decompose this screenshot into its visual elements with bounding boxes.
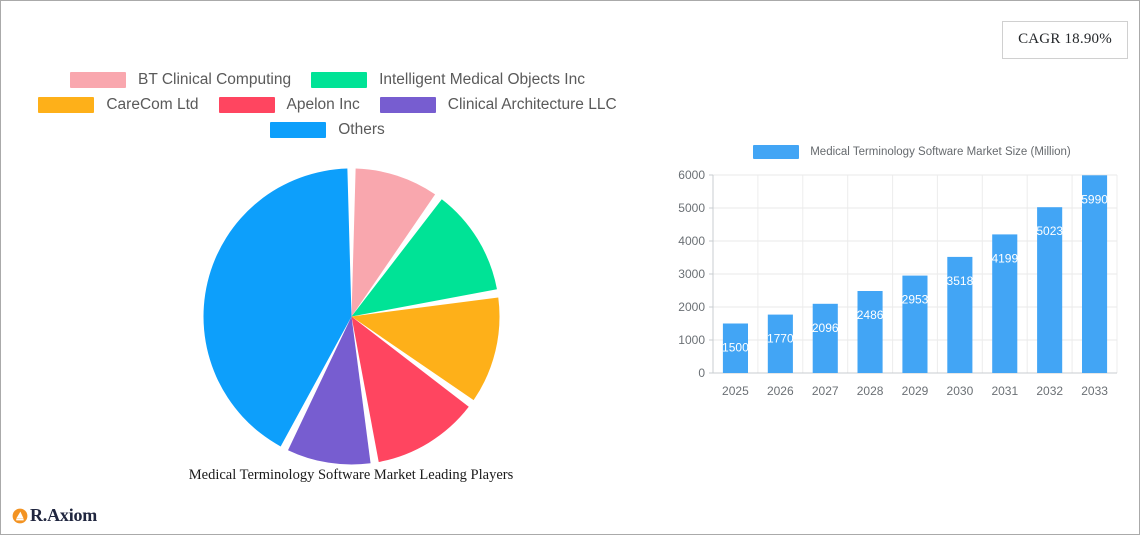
x-axis-tick-label: 2026 — [767, 384, 794, 398]
legend-row: CareCom Ltd Apelon Inc Clinical Architectu… — [15, 96, 640, 114]
pie-slice[interactable] — [288, 316, 371, 465]
legend-item-label: CareCom Ltd — [106, 96, 199, 113]
pie-chart-title: Medical Terminology Software Market Lead… — [188, 467, 514, 483]
bar-chart-svg: 0 1000 2000 3000 4000 5000 6000 1500 2025 1770 202… — [678, 168, 1118, 398]
bar-value-label: 2953 — [902, 293, 929, 307]
pie-chart-svg — [203, 168, 500, 465]
bar-value-label: 2486 — [857, 308, 884, 322]
bar[interactable] — [1082, 175, 1108, 373]
pie-slice[interactable] — [351, 316, 469, 462]
legend-item-label: Intelligent Medical Objects Inc — [379, 71, 585, 88]
legend-item-label: Clinical Architecture LLC — [447, 96, 617, 113]
x-axis-tick-label: 2030 — [947, 384, 974, 398]
bar[interactable] — [1037, 207, 1063, 373]
pie-slice[interactable] — [351, 168, 436, 317]
bar[interactable] — [857, 291, 883, 373]
x-axis-tick-label: 2028 — [857, 384, 884, 398]
legend-color-swatch — [270, 122, 327, 138]
bar-value-label: 5023 — [1036, 224, 1063, 238]
y-axis-tick-label: 5000 — [678, 201, 705, 215]
bar-legend-label: Medical Terminology Software Market Size… — [810, 146, 1071, 158]
bar-value-label: 2096 — [812, 321, 839, 335]
brand-logo: R.Axiom — [12, 505, 97, 526]
legend-color-swatch — [38, 97, 95, 113]
bar-value-label: 5990 — [1081, 192, 1108, 206]
bar[interactable] — [992, 234, 1018, 373]
y-axis-tick-label: 0 — [698, 366, 705, 380]
legend-color-swatch — [379, 97, 436, 113]
legend-color-swatch — [70, 72, 127, 88]
bar[interactable] — [722, 323, 748, 374]
y-axis-tick-label: 6000 — [678, 168, 705, 182]
legend-item-label: Apelon Inc — [286, 96, 360, 113]
x-axis-tick-label: 2027 — [812, 384, 839, 398]
bar-chart-legend: Medical Terminology Software Market Size… — [673, 141, 1125, 163]
cagr-badge: CAGR 18.90% — [1002, 21, 1128, 59]
bar[interactable] — [767, 314, 793, 373]
y-axis-tick-label: 2000 — [678, 300, 705, 314]
x-axis-tick-label: 2031 — [991, 384, 1018, 398]
bar-value-label: 1500 — [722, 341, 749, 355]
bar[interactable] — [947, 256, 973, 373]
brand-logo-text: R.Axiom — [30, 505, 98, 525]
legend-color-swatch — [218, 97, 275, 113]
pie-slice[interactable] — [203, 168, 352, 447]
x-axis-tick-label: 2025 — [722, 384, 749, 398]
legend-item-label: Others — [338, 121, 385, 138]
legend-item[interactable]: CareCom Ltd — [38, 96, 199, 114]
legend-item[interactable]: BT Clinical Computing — [70, 71, 291, 89]
legend-item[interactable]: Intelligent Medical Objects Inc — [311, 71, 585, 89]
bar-value-label: 4199 — [991, 251, 1018, 265]
bar[interactable] — [902, 275, 928, 373]
legend-item[interactable]: Clinical Architecture LLC — [379, 96, 617, 114]
y-axis-tick-label: 3000 — [678, 267, 705, 281]
bar-value-label: 3518 — [947, 274, 974, 288]
pie-legend: BT Clinical Computing Intelligent Medical… — [15, 71, 640, 146]
pie-slice[interactable] — [351, 199, 497, 317]
pie-chart — [203, 168, 500, 465]
y-axis-tick-label: 1000 — [678, 333, 705, 347]
bar[interactable] — [812, 303, 838, 373]
bar-value-label: 1770 — [767, 332, 794, 346]
y-axis-tick-label: 4000 — [678, 234, 705, 248]
legend-row: Others — [15, 121, 640, 139]
legend-item[interactable]: Others — [270, 121, 385, 139]
x-axis-tick-label: 2033 — [1081, 384, 1108, 398]
bar-legend-swatch — [753, 145, 800, 159]
legend-color-swatch — [311, 72, 368, 88]
bar-chart: Medical Terminology Software Market Size… — [673, 141, 1125, 413]
x-axis-tick-label: 2032 — [1036, 384, 1063, 398]
x-axis-tick-label: 2029 — [902, 384, 929, 398]
axiom-logo-icon — [12, 508, 28, 523]
pie-slice[interactable] — [351, 297, 500, 401]
legend-row: BT Clinical Computing Intelligent Medical… — [15, 71, 640, 89]
legend-item-label: BT Clinical Computing — [138, 71, 292, 88]
legend-item[interactable]: Apelon Inc — [218, 96, 360, 114]
